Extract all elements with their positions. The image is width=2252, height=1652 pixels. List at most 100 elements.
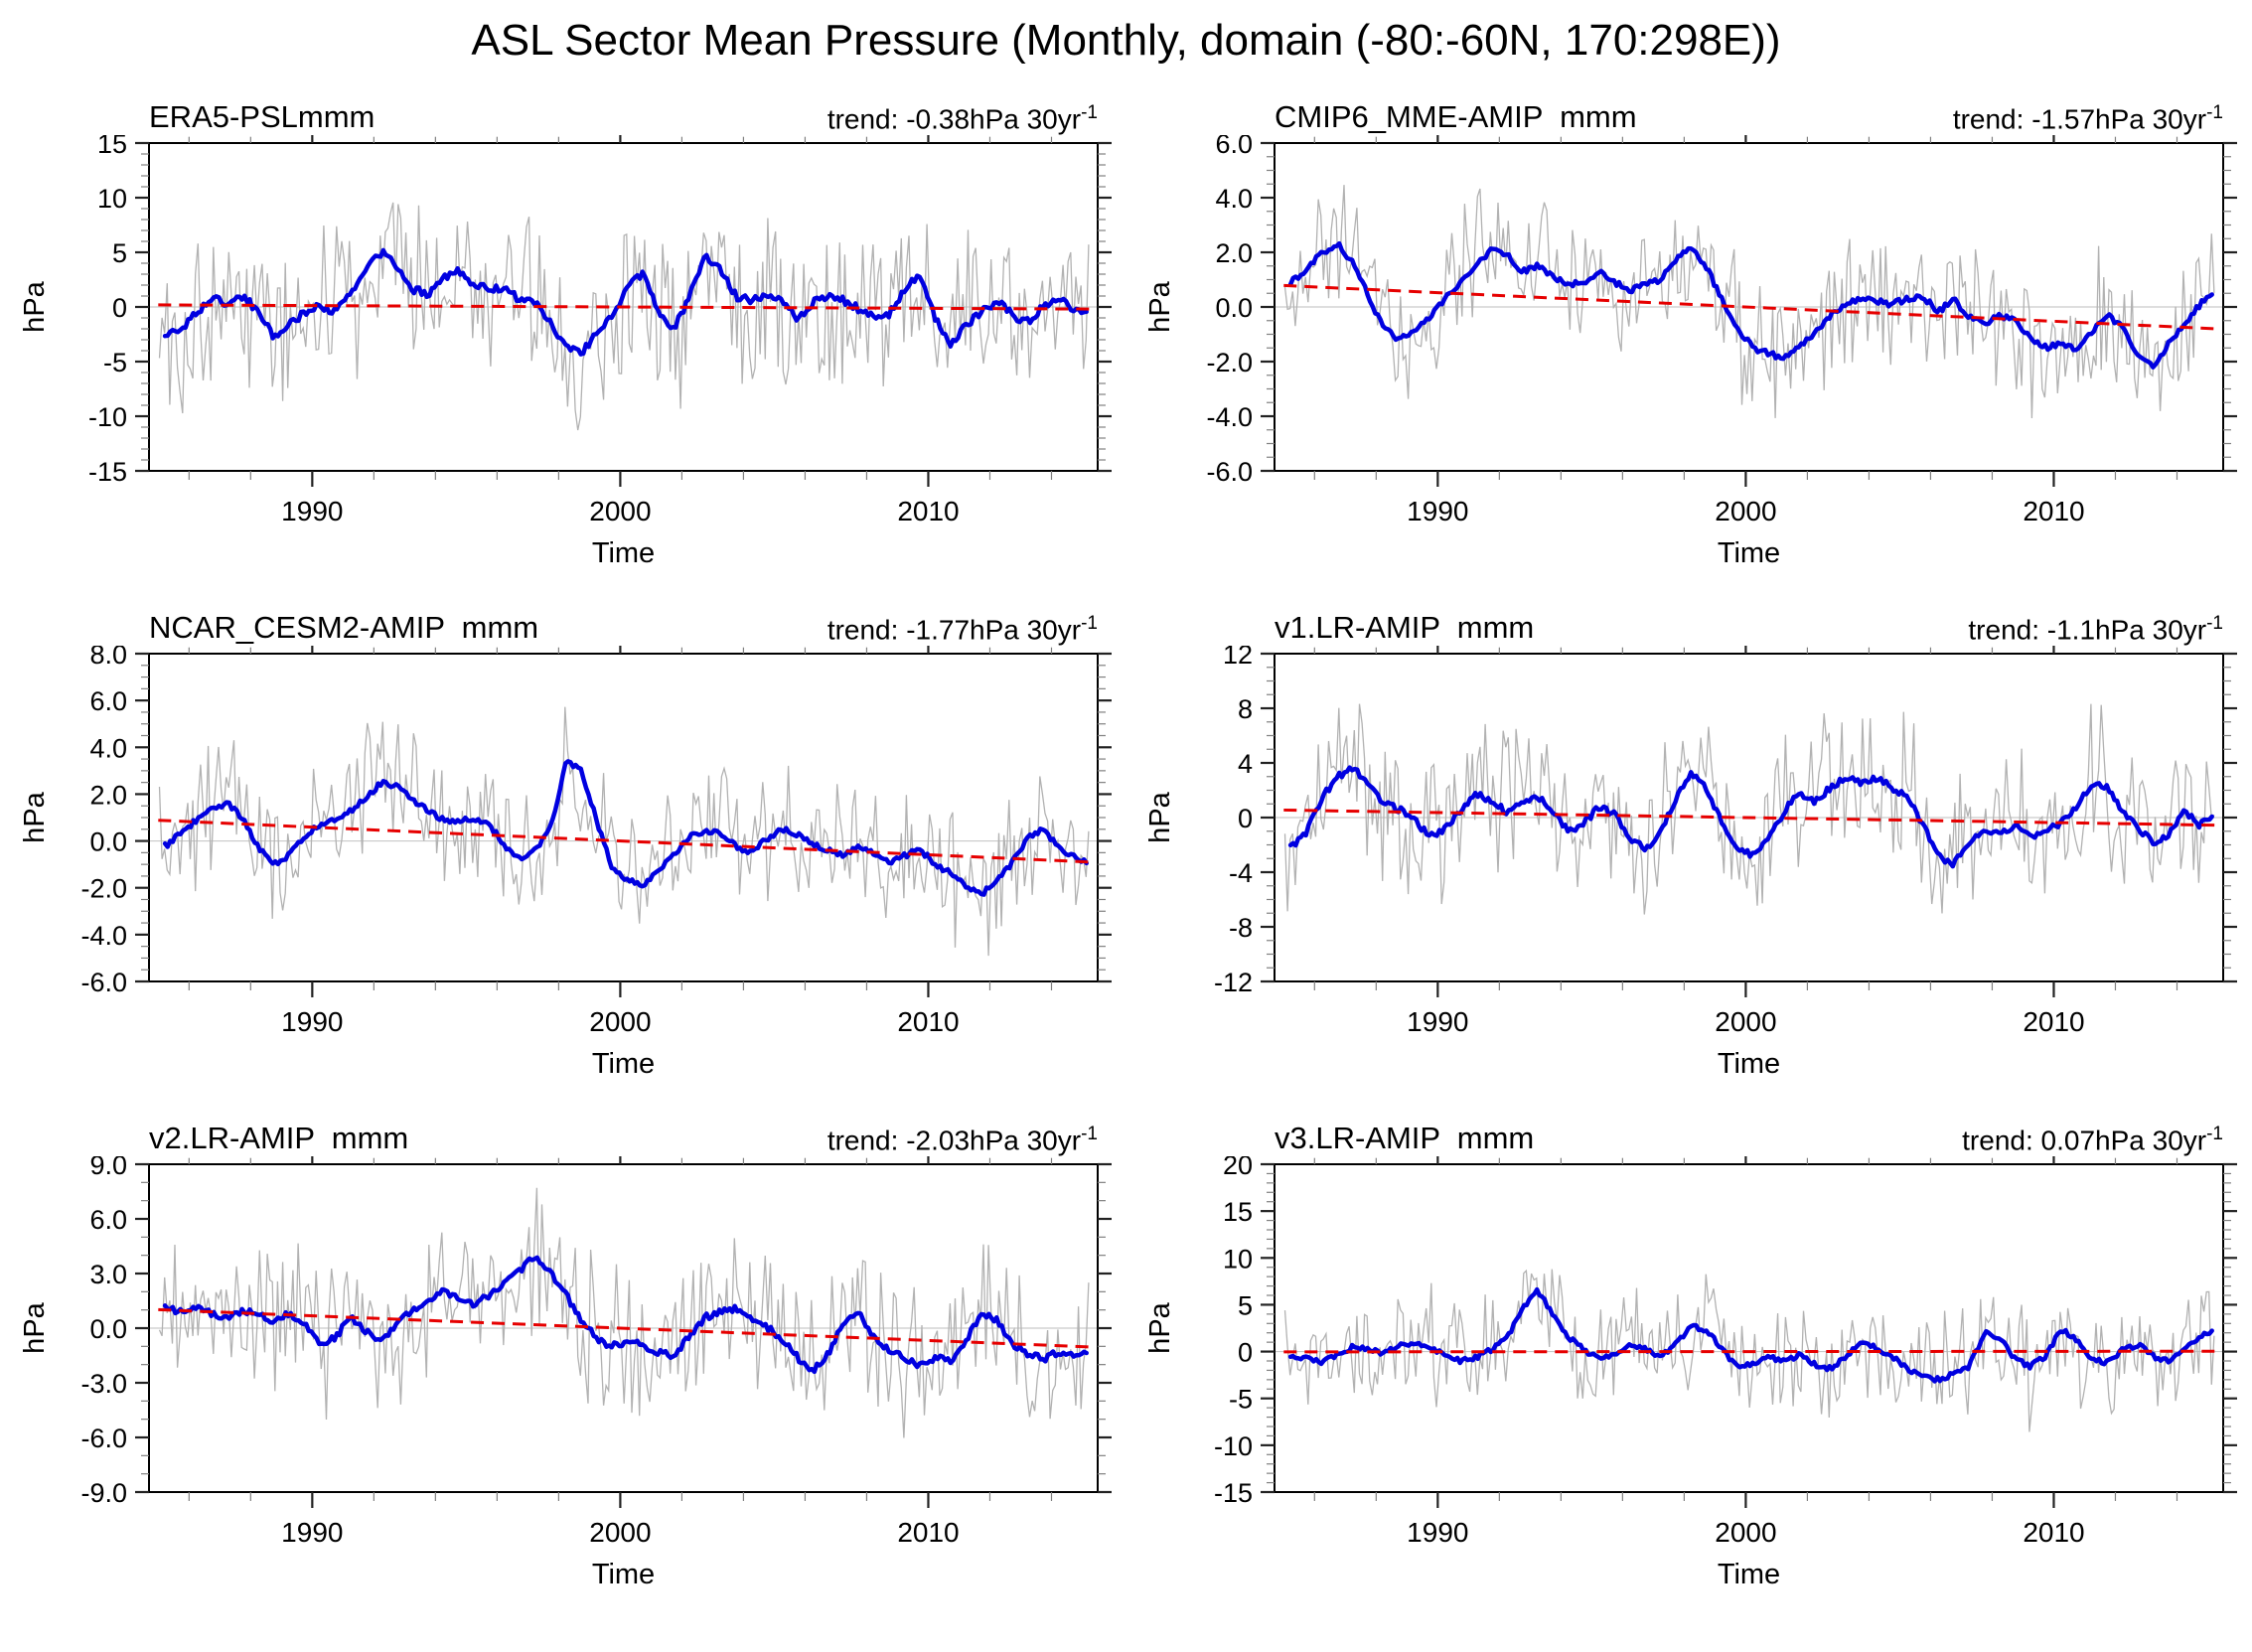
plot-svg: 20 15 10 5 0 -5 -10 -15 1990 2000 2010 hPa Time xyxy=(1144,1156,2237,1589)
y-tick-label: -6.0 xyxy=(1206,457,1253,487)
plot-svg: 12 8 4 0 -4 -8 -12 1990 2000 2010 hPa Time xyxy=(1144,646,2237,1079)
x-tick-label: 1990 xyxy=(281,1006,343,1037)
trend-text: trend: -2.03hPa 30yr xyxy=(826,1125,1082,1155)
y-tick-label: 15 xyxy=(1223,1197,1253,1227)
trend-annotation: trend: -1.1hPa 30yr-1 xyxy=(1968,613,2223,646)
trend-line xyxy=(158,819,1094,864)
panel-title: v1.LR-AMIP mmm xyxy=(1275,610,1535,645)
y-axis-label: hPa xyxy=(19,1301,51,1353)
x-tick-label: 2010 xyxy=(2023,496,2084,526)
y-tick-label: 12 xyxy=(1223,646,1253,670)
trend-text: trend: -0.38hPa 30yr xyxy=(826,103,1082,134)
x-tick-label: 2000 xyxy=(589,1517,651,1548)
y-tick-label: 10 xyxy=(97,184,127,214)
y-tick-label: 15 xyxy=(97,135,127,159)
smoothed-series-line xyxy=(162,759,1089,897)
x-axis-label: Time xyxy=(592,1559,655,1589)
x-axis-label: Time xyxy=(1718,1048,1780,1079)
x-axis-label: Time xyxy=(1718,1559,1780,1589)
y-tick-label: 2.0 xyxy=(1215,238,1253,268)
y-tick-label: 0.0 xyxy=(89,827,127,857)
y-tick-label: 5 xyxy=(1238,1290,1253,1320)
plot-svg: 6.0 4.0 2.0 0.0 -2.0 -4.0 -6.0 1990 2000 2010 hPa T… xyxy=(1144,135,2237,568)
trend-superscript: -1 xyxy=(1081,1123,1098,1144)
panel-v2-lr: v2.LR-AMIP mmm trend: -2.03hPa 30yr-1 9.… xyxy=(0,1105,1126,1589)
trend-annotation: trend: -0.38hPa 30yr-1 xyxy=(827,102,1098,135)
trend-text: trend: -1.57hPa 30yr xyxy=(1952,103,2207,134)
y-tick-label: -15 xyxy=(88,457,127,487)
plot-svg: 15 10 5 0 -5 -10 -15 1990 2000 2010 hPa Time xyxy=(19,135,1112,568)
y-tick-label: 9.0 xyxy=(89,1156,127,1180)
trend-line xyxy=(158,1307,1094,1349)
y-tick-label: -8 xyxy=(1229,913,1253,943)
y-tick-label: -6.0 xyxy=(80,1424,127,1453)
figure: ERA5-PSLmmm trend: -0.38hPa 30yr-1 15 10 5… xyxy=(0,83,2252,1589)
panel-v1-lr: v1.LR-AMIP mmm trend: -1.1hPa 30yr-1 12 8… xyxy=(1126,594,2251,1079)
trend-annotation: trend: 0.07hPa 30yr-1 xyxy=(1962,1124,2223,1156)
x-tick-label: 2010 xyxy=(897,1517,959,1548)
y-tick-label: 8 xyxy=(1238,694,1253,724)
x-tick-label: 1990 xyxy=(281,1517,343,1548)
monthly-series-line xyxy=(158,706,1090,957)
trend-text: trend: -1.77hPa 30yr xyxy=(826,614,1082,645)
y-tick-label: -2.0 xyxy=(80,874,127,904)
y-tick-label: 0 xyxy=(112,293,127,323)
plot-svg: 9.0 6.0 3.0 0.0 -3.0 -6.0 -9.0 1990 2000 2010 hPa T… xyxy=(19,1156,1112,1589)
y-tick-label: -2.0 xyxy=(1206,348,1253,377)
y-axis-label: hPa xyxy=(1144,280,1176,332)
y-tick-label: -6.0 xyxy=(80,968,127,997)
x-tick-label: 2000 xyxy=(1715,496,1776,526)
x-tick-label: 1990 xyxy=(1407,1517,1468,1548)
x-axis-label: Time xyxy=(1718,537,1780,568)
panel-title: CMIP6_MME-AMIP mmm xyxy=(1275,99,1637,134)
y-tick-label: -4 xyxy=(1229,858,1253,888)
monthly-series-line xyxy=(158,202,1090,431)
panel-title: ERA5-PSLmmm xyxy=(149,99,375,134)
y-tick-label: 4.0 xyxy=(1215,184,1253,214)
y-tick-label: 6.0 xyxy=(1215,135,1253,159)
trend-line xyxy=(158,303,1094,311)
y-tick-label: -5 xyxy=(1229,1385,1253,1415)
y-tick-label: -15 xyxy=(1214,1478,1253,1508)
y-tick-label: 0 xyxy=(1238,1338,1253,1368)
x-tick-label: 2010 xyxy=(897,1006,959,1037)
trend-text: trend: 0.07hPa 30yr xyxy=(1962,1125,2207,1155)
trend-annotation: trend: -1.57hPa 30yr-1 xyxy=(1953,102,2223,135)
x-tick-label: 1990 xyxy=(281,496,343,526)
y-tick-label: -5 xyxy=(103,348,127,377)
panel-ncar-cesm2: NCAR_CESM2-AMIP mmm trend: -1.77hPa 30yr… xyxy=(0,594,1126,1079)
axis-frame xyxy=(1274,1163,2224,1493)
x-tick-label: 2010 xyxy=(897,496,959,526)
y-tick-label: 4.0 xyxy=(89,733,127,763)
x-axis-label: Time xyxy=(592,1048,655,1079)
trend-superscript: -1 xyxy=(1081,101,1098,123)
y-tick-label: 6.0 xyxy=(89,686,127,716)
panel-era5: ERA5-PSLmmm trend: -0.38hPa 30yr-1 15 10 5… xyxy=(0,83,1126,568)
trend-superscript: -1 xyxy=(2206,612,2223,634)
y-tick-label: 4 xyxy=(1238,749,1253,779)
y-axis-label: hPa xyxy=(19,791,51,842)
y-axis-label: hPa xyxy=(19,280,51,332)
y-tick-label: -12 xyxy=(1214,968,1253,997)
main-title: ASL Sector Mean Pressure (Monthly, domai… xyxy=(471,16,1781,65)
panel-v3-lr: v3.LR-AMIP mmm trend: 0.07hPa 30yr-1 20 1… xyxy=(1126,1105,2251,1589)
y-tick-label: 0 xyxy=(1238,804,1253,833)
y-tick-label: 2.0 xyxy=(89,780,127,810)
monthly-series-line xyxy=(1283,185,2215,419)
smoothed-series-line xyxy=(1287,765,2214,869)
x-tick-label: 2000 xyxy=(1715,1517,1776,1548)
x-tick-label: 1990 xyxy=(1407,1006,1468,1037)
y-tick-label: -4.0 xyxy=(80,921,127,951)
panel-title: v3.LR-AMIP mmm xyxy=(1275,1121,1535,1155)
y-tick-label: 20 xyxy=(1223,1156,1253,1180)
trend-line xyxy=(1283,283,2219,331)
smoothed-series-line xyxy=(162,1255,1089,1375)
y-tick-label: -10 xyxy=(1214,1431,1253,1461)
monthly-series-line xyxy=(158,1187,1090,1438)
y-tick-label: 0.0 xyxy=(1215,293,1253,323)
y-axis-label: hPa xyxy=(1144,1301,1176,1353)
trend-superscript: -1 xyxy=(2206,1123,2223,1144)
y-tick-label: 8.0 xyxy=(89,646,127,670)
y-tick-label: 5 xyxy=(112,238,127,268)
panel-cmip6-mme: CMIP6_MME-AMIP mmm trend: -1.57hPa 30yr-… xyxy=(1126,83,2251,568)
